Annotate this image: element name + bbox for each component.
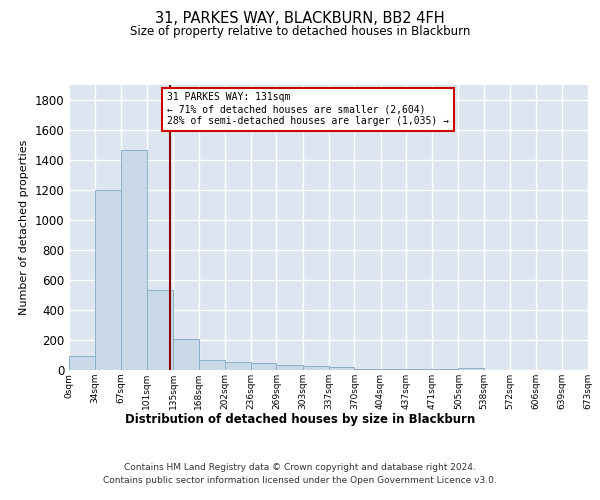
Text: 31, PARKES WAY, BLACKBURN, BB2 4FH: 31, PARKES WAY, BLACKBURN, BB2 4FH: [155, 11, 445, 26]
Bar: [458, 368, 484, 370]
Text: Distribution of detached houses by size in Blackburn: Distribution of detached houses by size …: [125, 412, 475, 426]
Bar: [147, 290, 173, 370]
Bar: [380, 368, 406, 370]
Y-axis label: Number of detached properties: Number of detached properties: [19, 140, 29, 315]
Bar: [199, 360, 225, 370]
Bar: [121, 150, 147, 370]
Text: Size of property relative to detached houses in Blackburn: Size of property relative to detached ho…: [130, 25, 470, 38]
Bar: [355, 368, 380, 370]
Bar: [251, 363, 277, 370]
Bar: [302, 366, 329, 370]
Text: 31 PARKES WAY: 131sqm
← 71% of detached houses are smaller (2,604)
28% of semi-d: 31 PARKES WAY: 131sqm ← 71% of detached …: [167, 92, 449, 126]
Bar: [329, 367, 355, 370]
Bar: [432, 369, 458, 370]
Text: Contains HM Land Registry data © Crown copyright and database right 2024.: Contains HM Land Registry data © Crown c…: [124, 462, 476, 471]
Bar: [277, 365, 302, 370]
Bar: [173, 339, 199, 370]
Bar: [69, 356, 95, 370]
Bar: [225, 362, 251, 370]
Bar: [406, 369, 432, 370]
Text: Contains public sector information licensed under the Open Government Licence v3: Contains public sector information licen…: [103, 476, 497, 485]
Bar: [95, 190, 121, 370]
